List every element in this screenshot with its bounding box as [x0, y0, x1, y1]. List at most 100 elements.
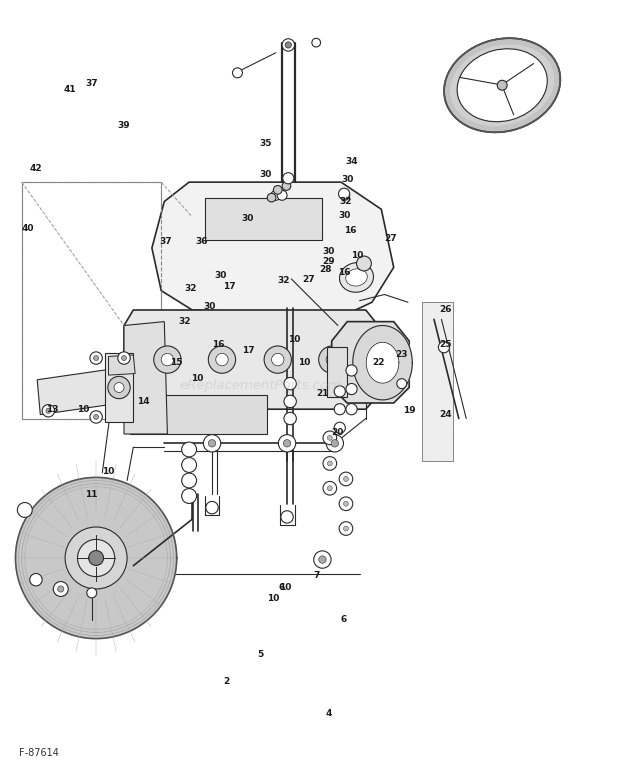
Text: eReplacementParts.com: eReplacementParts.com [179, 380, 342, 392]
Text: 10: 10 [288, 335, 301, 344]
Polygon shape [22, 182, 161, 418]
Polygon shape [205, 198, 322, 240]
Text: 16: 16 [338, 268, 350, 277]
Polygon shape [332, 322, 409, 403]
Polygon shape [422, 302, 453, 461]
Circle shape [208, 346, 236, 374]
Text: 30: 30 [259, 170, 272, 179]
Text: 17: 17 [242, 346, 254, 355]
Circle shape [284, 395, 296, 408]
Circle shape [334, 386, 345, 397]
Polygon shape [16, 477, 177, 639]
Text: 7: 7 [313, 570, 319, 580]
Circle shape [232, 68, 242, 78]
Circle shape [87, 588, 97, 598]
Polygon shape [124, 310, 378, 409]
Polygon shape [327, 347, 347, 397]
Text: 10: 10 [351, 251, 363, 260]
Circle shape [208, 439, 216, 447]
Circle shape [264, 346, 291, 374]
Circle shape [281, 511, 293, 523]
Ellipse shape [346, 269, 367, 286]
Circle shape [343, 501, 348, 506]
Circle shape [343, 477, 348, 481]
Circle shape [346, 384, 357, 394]
Circle shape [323, 456, 337, 470]
Text: 22: 22 [372, 358, 384, 367]
Circle shape [334, 422, 345, 433]
Circle shape [271, 191, 281, 200]
Circle shape [94, 356, 99, 360]
Circle shape [90, 352, 102, 364]
Text: 34: 34 [346, 157, 358, 166]
Circle shape [314, 551, 331, 568]
Circle shape [114, 383, 124, 392]
Text: 6: 6 [279, 583, 285, 592]
Text: 30: 30 [214, 270, 226, 280]
Circle shape [343, 526, 348, 531]
Circle shape [267, 193, 276, 202]
Text: 30: 30 [338, 211, 350, 220]
Text: 10: 10 [191, 374, 203, 383]
Circle shape [65, 527, 127, 589]
Circle shape [89, 550, 104, 566]
Circle shape [340, 191, 350, 200]
Text: 30: 30 [322, 247, 335, 257]
Circle shape [346, 404, 357, 415]
Circle shape [339, 522, 353, 536]
Text: 14: 14 [138, 397, 150, 406]
Text: 29: 29 [322, 257, 335, 267]
Circle shape [182, 457, 197, 473]
Circle shape [334, 404, 345, 415]
Text: 25: 25 [439, 340, 451, 350]
Text: 36: 36 [195, 237, 208, 246]
Circle shape [326, 353, 339, 366]
Text: 10: 10 [102, 467, 115, 476]
Text: 24: 24 [439, 410, 451, 419]
Text: 10: 10 [78, 405, 90, 414]
Circle shape [285, 42, 291, 48]
Text: 30: 30 [341, 175, 353, 184]
Text: 41: 41 [63, 84, 76, 94]
Circle shape [46, 408, 51, 413]
Circle shape [327, 436, 332, 440]
Circle shape [327, 486, 332, 491]
Text: 26: 26 [439, 305, 451, 315]
Text: 21: 21 [316, 389, 329, 398]
Circle shape [284, 412, 296, 425]
Circle shape [438, 342, 450, 353]
Text: 19: 19 [403, 406, 415, 415]
Circle shape [182, 442, 197, 457]
Text: 37: 37 [160, 237, 172, 246]
Text: 32: 32 [278, 276, 290, 285]
Text: 20: 20 [332, 428, 344, 437]
Text: 10: 10 [267, 594, 279, 603]
Text: F-87614: F-87614 [19, 748, 58, 758]
Text: 15: 15 [170, 358, 183, 367]
Text: 30: 30 [203, 301, 216, 311]
Circle shape [182, 488, 197, 504]
Circle shape [42, 405, 55, 417]
Text: 32: 32 [179, 317, 191, 326]
Ellipse shape [457, 49, 547, 122]
Text: 16: 16 [344, 226, 356, 236]
Circle shape [339, 188, 350, 199]
Text: 32: 32 [340, 197, 352, 206]
Circle shape [356, 256, 371, 271]
Circle shape [206, 501, 218, 514]
Circle shape [94, 415, 99, 419]
Circle shape [203, 435, 221, 452]
Text: 10: 10 [298, 358, 310, 367]
Polygon shape [37, 368, 121, 415]
Circle shape [90, 411, 102, 423]
Polygon shape [366, 343, 399, 383]
Circle shape [323, 481, 337, 495]
Circle shape [272, 353, 284, 366]
Text: 30: 30 [242, 214, 254, 223]
Text: 23: 23 [396, 350, 408, 360]
Circle shape [346, 365, 357, 376]
Circle shape [284, 377, 296, 390]
Text: 27: 27 [384, 234, 397, 243]
Ellipse shape [340, 263, 373, 292]
Circle shape [283, 439, 291, 447]
